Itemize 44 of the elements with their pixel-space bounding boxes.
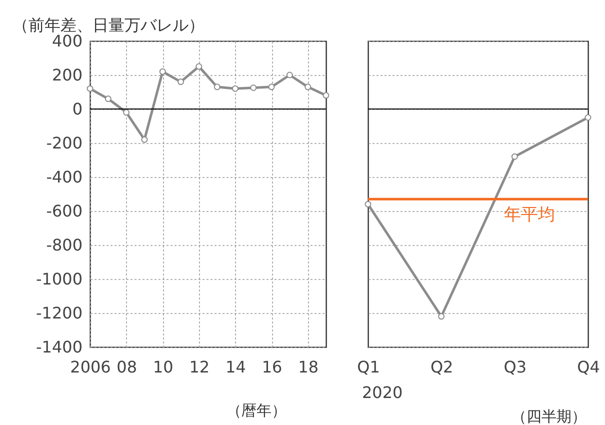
text: 2020 <box>362 383 403 402</box>
point <box>196 63 202 70</box>
x-tick-label: 08 <box>116 358 137 376</box>
y-tick-label: -200 <box>46 134 82 152</box>
x-tick-label: 10 <box>152 358 174 376</box>
point <box>250 84 257 91</box>
x-tick-label: Q1 <box>357 358 380 376</box>
x-axis-title: （暦年） <box>226 402 286 420</box>
x-tick-label: Q3 <box>504 358 527 376</box>
point <box>286 72 293 78</box>
x-tick-label: 16 <box>262 358 282 376</box>
x-tick-label: Q4 <box>577 358 600 376</box>
y-tick-label: -1400 <box>36 338 82 356</box>
x-tick-label: 12 <box>189 358 210 376</box>
x-axis-title: （四半期） <box>512 408 586 425</box>
y-tick-label: -400 <box>46 168 82 186</box>
y-tick-label: -1200 <box>36 304 82 322</box>
x-tick-label: 18 <box>298 358 319 376</box>
point <box>178 78 184 86</box>
x-tick-label: 2006 <box>70 358 111 376</box>
point <box>141 136 148 143</box>
point <box>214 84 220 90</box>
y-tick-label: 0 <box>72 100 82 118</box>
point <box>159 68 166 75</box>
point <box>104 96 112 102</box>
point <box>511 153 518 160</box>
y-tick-label: -600 <box>46 202 82 220</box>
point <box>304 84 312 90</box>
y-tick-label: 400 <box>52 32 82 50</box>
point <box>86 85 94 92</box>
x-tick-label: 14 <box>226 358 246 376</box>
x-tick-label: Q2 <box>430 358 454 376</box>
y-axis-title: （前年差、日量万バレル） <box>12 16 204 34</box>
y-tick-label: -1000 <box>36 270 82 288</box>
point <box>123 109 130 116</box>
point <box>232 85 238 92</box>
point <box>364 200 372 208</box>
point <box>438 313 445 320</box>
y-tick-label: -800 <box>46 236 82 254</box>
point <box>584 114 592 121</box>
point <box>322 92 330 99</box>
ref-line-label: 年平均 <box>504 205 555 226</box>
y-tick-label: 200 <box>52 66 82 84</box>
point <box>268 84 275 90</box>
